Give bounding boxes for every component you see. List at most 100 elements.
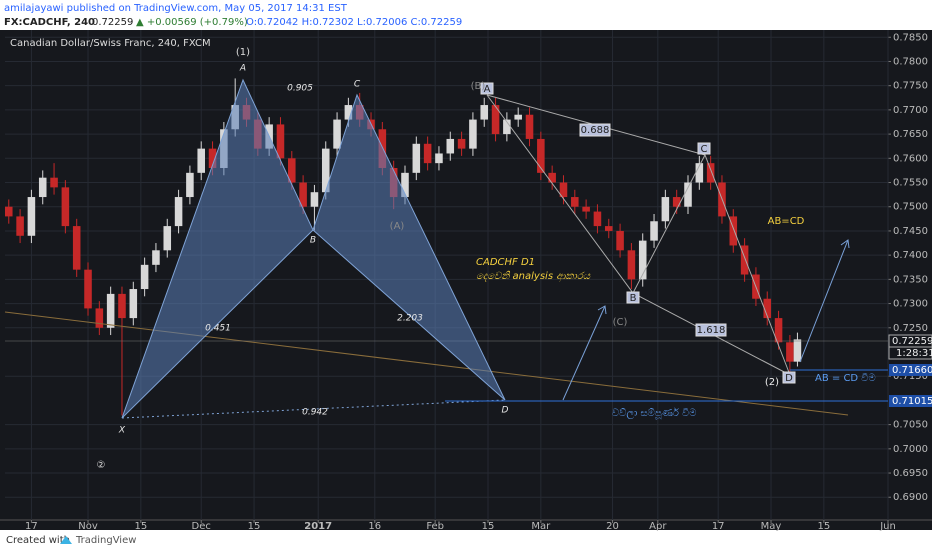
price-tag-box (889, 364, 932, 376)
candle-body (604, 226, 613, 231)
candle-body (163, 226, 172, 251)
annotation: A (484, 84, 491, 95)
price-tag: 1:28:31 (896, 348, 932, 359)
y-tick-label: 0.7600 (893, 153, 928, 164)
x-tick-label: Dec (192, 521, 211, 532)
candle-body (276, 124, 285, 159)
price-tag-box (889, 395, 932, 407)
candle-body (344, 105, 353, 120)
candle-body (197, 148, 205, 173)
candle-body (423, 143, 432, 164)
annotation: 0.688 (581, 125, 610, 136)
candle-body (548, 172, 556, 183)
x-tick-label: 16 (368, 521, 381, 532)
logo (60, 536, 72, 544)
price-tag: 0.71015 (892, 396, 932, 407)
candle-body (208, 148, 217, 168)
candle-body (401, 172, 409, 198)
arrow-head (597, 305, 607, 315)
candle-body (582, 206, 590, 212)
candle-body (672, 197, 681, 207)
candle-body (118, 293, 126, 319)
x-tick-label: 15 (248, 521, 261, 532)
candle-body (174, 197, 183, 227)
pattern-xab (121, 78, 314, 419)
price-tag-box (888, 346, 932, 360)
y-tick-label: 0.6900 (893, 492, 928, 503)
candle-body (480, 105, 489, 120)
y-tick-label: 0.7000 (893, 444, 928, 455)
arrow-head (840, 239, 850, 249)
candle-body (446, 138, 455, 154)
annotation: AB = CD වීම (815, 373, 876, 384)
annotation: D (785, 373, 793, 384)
footer-text: Created with (6, 535, 70, 546)
footer-brand[interactable]: TradingView (75, 535, 136, 546)
candle-body (786, 342, 794, 362)
candle-body (706, 163, 715, 183)
price-tag: 0.71660 (892, 365, 932, 376)
candle-body (84, 269, 92, 309)
candle-body (661, 197, 670, 222)
x-tick-label: 15 (817, 521, 830, 532)
annotation: 0.905 (287, 84, 313, 94)
chart-bg (0, 30, 932, 530)
label-box (695, 323, 727, 337)
x-tick-label: Mar (531, 521, 551, 532)
candle-body (457, 138, 466, 149)
candle-body (435, 153, 443, 164)
candle-body (38, 177, 47, 198)
candle-body (559, 182, 568, 198)
trend-line (4, 311, 849, 416)
y-tick-label: 0.7450 (893, 226, 928, 237)
y-tick-label: 0.7300 (893, 299, 928, 310)
candle-body (695, 163, 704, 183)
xd-line (121, 399, 506, 419)
candle-body (72, 226, 81, 270)
chart-title: Canadian Dollar/Swiss Franc, 240, FXCM (10, 38, 211, 49)
candle-body (684, 182, 692, 207)
candle-body (129, 289, 138, 319)
candle-body (774, 318, 783, 343)
label-box (626, 291, 640, 304)
annotation: 1.618 (697, 325, 726, 336)
arrow (799, 239, 849, 363)
candle-body (5, 206, 13, 217)
candle-body (616, 230, 624, 251)
candle-body (763, 298, 772, 319)
candle-body (140, 264, 149, 290)
y-tick-label: 0.7700 (893, 105, 928, 116)
candle-body (793, 339, 802, 362)
candle-body (469, 119, 477, 149)
y-tick-label: 0.7500 (893, 202, 928, 213)
candle-body (310, 192, 319, 207)
label-box (579, 123, 611, 137)
candle-body (593, 211, 602, 227)
annotation: (A) (390, 221, 405, 232)
label-box (782, 371, 796, 384)
x-tick-label: Nov (78, 521, 98, 532)
candle-body (412, 143, 421, 173)
annotation: (C) (613, 317, 628, 328)
annotation: C (701, 144, 708, 155)
annotation: A (239, 64, 246, 74)
x-tick-label: 15 (482, 521, 495, 532)
y-tick-label: 0.7750 (893, 81, 928, 92)
annotation: 2.203 (397, 314, 423, 324)
annotation: (1) (236, 47, 250, 58)
last: 0.72259 (92, 17, 133, 28)
annotation: X (118, 426, 126, 436)
arrow (562, 305, 606, 401)
candle-body (152, 250, 160, 265)
y-tick-label: 0.7350 (893, 274, 928, 285)
y-tick-label: 0.7050 (893, 420, 928, 431)
candle-body (740, 245, 749, 275)
y-tick-label: 0.7150 (893, 371, 928, 382)
x-tick-label: 20 (606, 521, 619, 532)
x-tick-label: 17 (712, 521, 725, 532)
y-tick-label: 0.7400 (893, 250, 928, 261)
price-tag: 0.72259 (892, 336, 932, 347)
y-tick-label: 0.7800 (893, 56, 928, 67)
drawings (4, 78, 888, 419)
